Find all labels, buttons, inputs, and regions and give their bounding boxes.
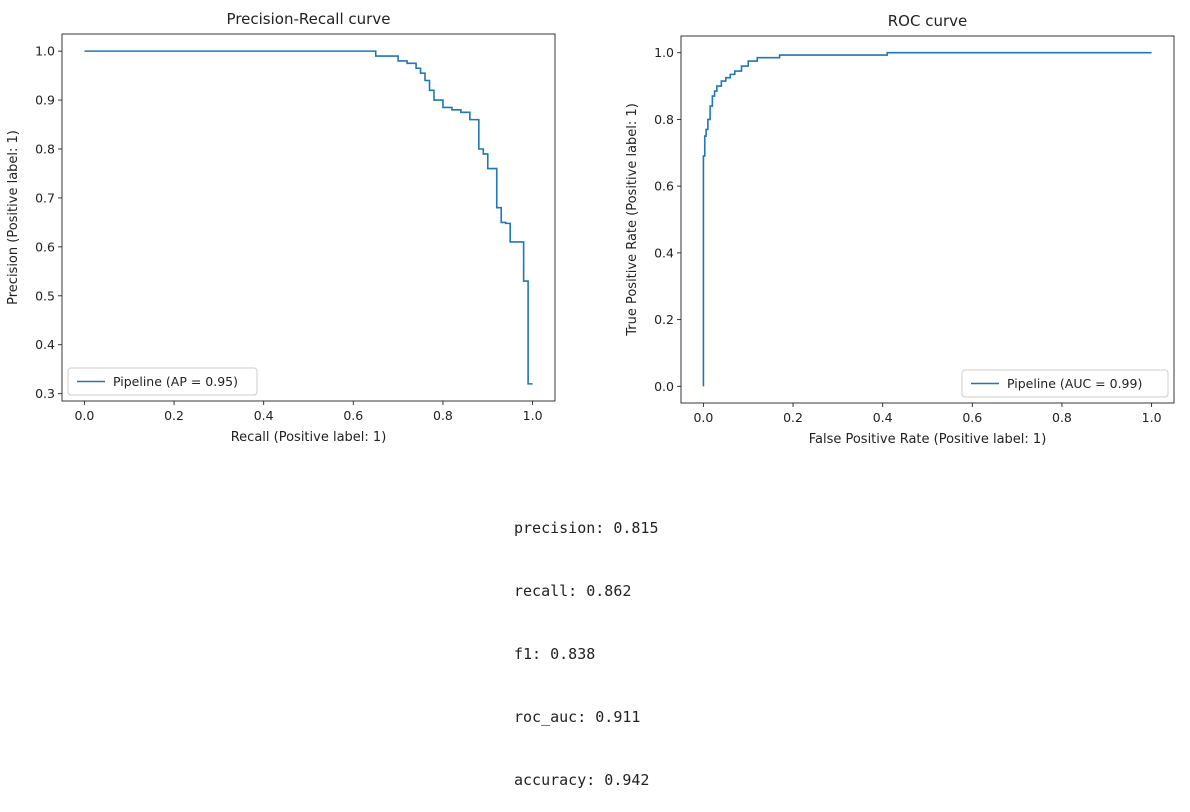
- pr-legend-label: Pipeline (AP = 0.95): [113, 374, 238, 389]
- pr-y-tick-label: 0.5: [35, 288, 55, 303]
- pr-x-tick-label: 1.0: [523, 408, 543, 423]
- pr-x-axis-label: Recall (Positive label: 1): [231, 430, 387, 445]
- roc-series-line: [702, 51, 1152, 387]
- pr-legend: Pipeline (AP = 0.95): [67, 367, 258, 396]
- metric-f1: f1: 0.838: [514, 645, 596, 663]
- charts-canvas: Precision-Recall curve 0.0 0.2 0.4 0.6 0.8 1.0…: [6, 10, 1175, 447]
- roc-chart: ROC curve 0.0 0.2 0.4 0.6 0.8 1.0 0.0 0.2 0.4 0.6 0…: [625, 12, 1175, 447]
- roc-x-axis-label: False Positive Rate (Positive label: 1): [809, 432, 1047, 447]
- roc-x-tick-label: 0.6: [962, 410, 982, 425]
- roc-chart-title: ROC curve: [888, 12, 968, 30]
- metric-accuracy: accuracy: 0.942: [514, 771, 650, 789]
- metric-recall: recall: 0.862: [514, 582, 632, 600]
- metric-roc-auc: roc_auc: 0.911: [514, 708, 641, 726]
- pr-y-tick-label: 0.8: [35, 141, 55, 156]
- roc-y-axis-label: True Positive Rate (Positive label: 1): [625, 103, 640, 337]
- pr-series-line: [84, 50, 533, 385]
- pr-y-tick-label: 0.7: [35, 190, 55, 205]
- pr-y-tick-label: 0.3: [35, 386, 55, 401]
- roc-x-tick-label: 1.0: [1142, 410, 1162, 425]
- pr-chart: Precision-Recall curve 0.0 0.2 0.4 0.6 0.8 1.0…: [6, 10, 556, 445]
- pr-y-tick-label: 1.0: [35, 44, 55, 59]
- metrics-output: precision: 0.815 recall: 0.862 f1: 0.838…: [514, 476, 659, 812]
- pr-y-tick-label: 0.6: [35, 239, 55, 254]
- roc-x-tick-label: 0.2: [783, 410, 803, 425]
- roc-x-tick-label: 0.4: [873, 410, 893, 425]
- roc-y-tick-label: 0.0: [654, 379, 674, 394]
- pr-plot-frame: [61, 33, 556, 402]
- roc-legend: Pipeline (AUC = 0.99): [961, 369, 1169, 398]
- roc-plot-frame: [680, 35, 1175, 404]
- roc-y-tick-label: 0.6: [654, 179, 674, 194]
- roc-legend-box: [961, 369, 1169, 398]
- roc-x-tick-label: 0.8: [1052, 410, 1072, 425]
- roc-y-tick-label: 0.4: [654, 245, 674, 260]
- pr-x-tick-label: 0.6: [343, 408, 363, 423]
- pr-y-tick-label: 0.4: [35, 337, 55, 352]
- pr-x-tick-label: 0.2: [164, 408, 184, 423]
- roc-y-tick-label: 0.8: [654, 112, 674, 127]
- pr-legend-box: [67, 367, 258, 396]
- metric-precision: precision: 0.815: [514, 519, 659, 537]
- roc-y-tick-label: 0.2: [654, 312, 674, 327]
- pr-x-tick-label: 0.8: [433, 408, 453, 423]
- pr-y-tick-label: 0.9: [35, 93, 55, 108]
- pr-y-axis-label: Precision (Positive label: 1): [6, 130, 21, 305]
- roc-legend-label: Pipeline (AUC = 0.99): [1007, 376, 1142, 391]
- pr-x-tick-label: 0.4: [254, 408, 274, 423]
- pr-x-tick-label: 0.0: [74, 408, 94, 423]
- roc-x-tick-label: 0.0: [693, 410, 713, 425]
- pr-chart-title: Precision-Recall curve: [227, 10, 391, 28]
- roc-y-tick-label: 1.0: [654, 45, 674, 60]
